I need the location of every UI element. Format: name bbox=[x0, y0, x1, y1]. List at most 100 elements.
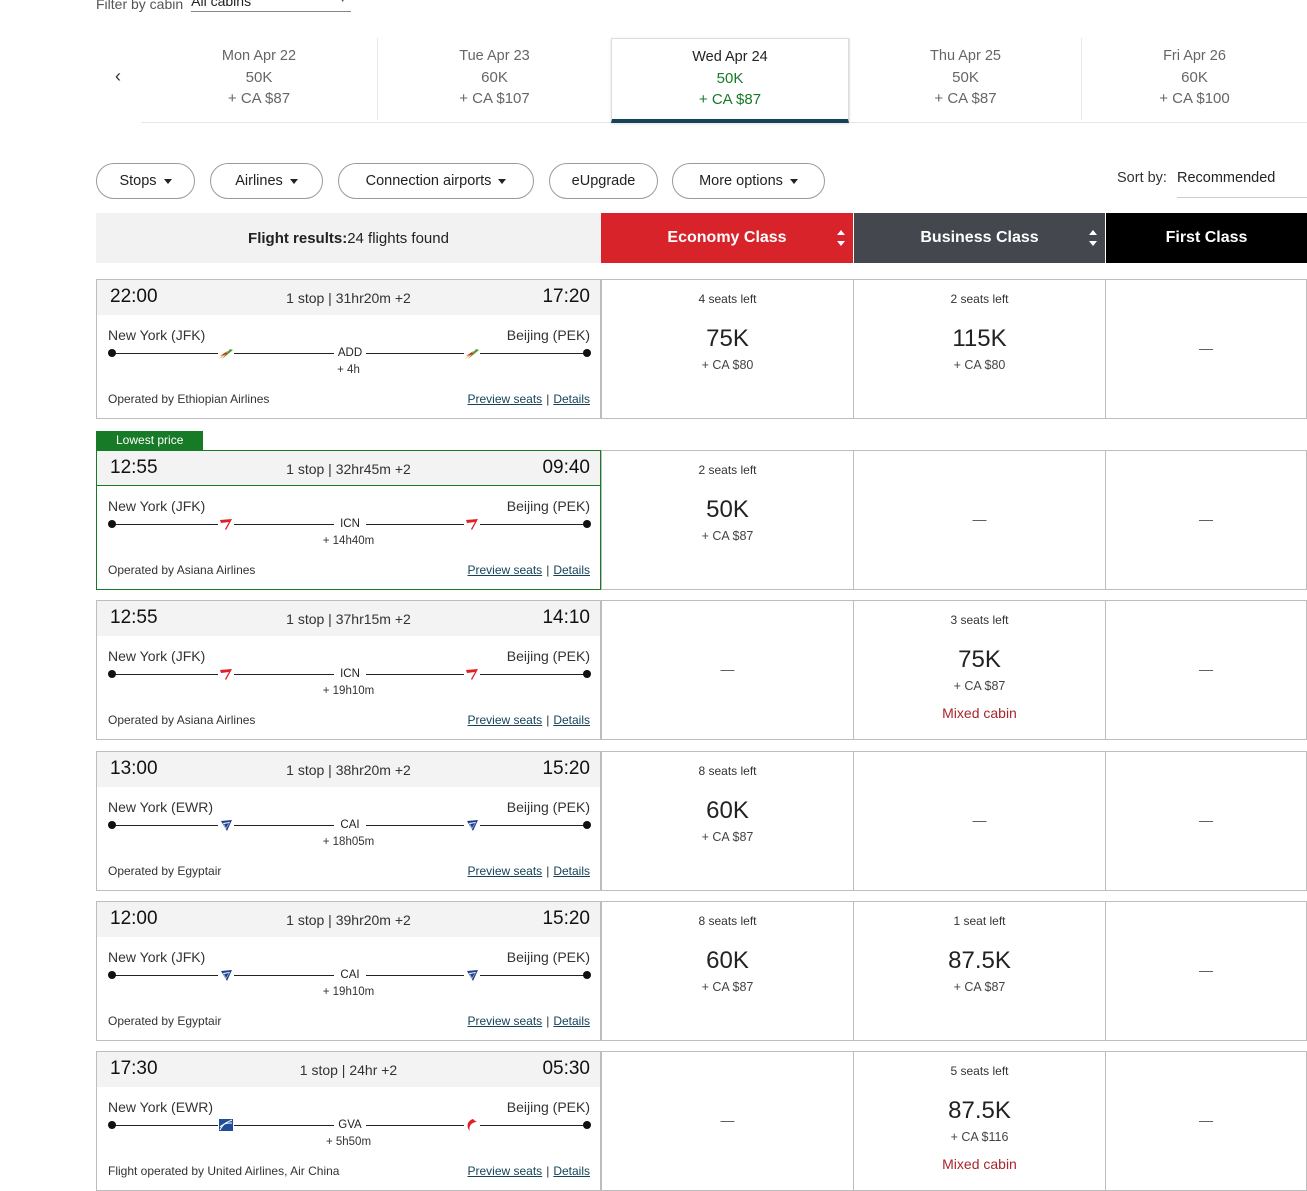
asiana-logo-icon bbox=[218, 667, 234, 681]
route-line: ADD bbox=[108, 346, 591, 360]
details-link[interactable]: Details bbox=[553, 392, 590, 406]
fare-tax: + CA $80 bbox=[701, 358, 754, 372]
mixed-cabin-label: Mixed cabin bbox=[942, 705, 1017, 721]
flight-results-count: 24 flights found bbox=[347, 229, 449, 247]
preview-seats-link[interactable]: Preview seats bbox=[467, 1014, 543, 1028]
cabin-filter-select[interactable]: All cabins ▼ bbox=[191, 0, 352, 12]
economy-class-header[interactable]: Economy Class bbox=[601, 213, 853, 263]
fare-miles: 75K bbox=[706, 325, 749, 352]
details-link[interactable]: Details bbox=[553, 1164, 590, 1178]
origin-dot bbox=[108, 349, 116, 357]
flight-duration: 1 stop | 31hr20m +2 bbox=[286, 290, 411, 306]
unavailable-dash: — bbox=[720, 1112, 735, 1128]
economy-fare-option[interactable]: 4 seats left 75K + CA $80 bbox=[601, 279, 854, 419]
economy-fare-option[interactable]: 8 seats left 60K + CA $87 bbox=[601, 901, 854, 1041]
business-fare-option[interactable]: 1 seat left 87.5K + CA $87 bbox=[853, 901, 1106, 1041]
date-tax: + CA $87 bbox=[227, 90, 291, 107]
seats-left: 4 seats left bbox=[698, 292, 757, 306]
economy-fare-option[interactable]: 2 seats left 50K + CA $87 bbox=[601, 450, 854, 590]
date-tax: + CA $87 bbox=[698, 91, 762, 108]
preview-seats-link[interactable]: Preview seats bbox=[467, 864, 543, 878]
cabin-filter: Filter by cabin All cabins ▼ bbox=[96, 0, 352, 12]
origin-dot bbox=[108, 1121, 116, 1129]
details-link[interactable]: Details bbox=[553, 1014, 590, 1028]
origin-airport: New York (JFK) bbox=[108, 949, 206, 965]
previous-dates-arrow-icon[interactable]: ‹ bbox=[115, 66, 121, 86]
stop-airport-code: ICN bbox=[334, 667, 366, 681]
flight-info: 12:55 1 stop | 37hr15m +2 14:10 New York (J… bbox=[96, 600, 601, 740]
first-fare-unavailable: — bbox=[1105, 751, 1307, 891]
destination-airport: Beijing (PEK) bbox=[506, 799, 590, 815]
business-class-label: Business Class bbox=[920, 229, 1039, 246]
preview-seats-link[interactable]: Preview seats bbox=[467, 713, 543, 727]
route-line: ICN bbox=[108, 517, 591, 531]
flight-time-bar: 22:00 1 stop | 31hr20m +2 17:20 bbox=[97, 280, 600, 315]
unavailable-dash: — bbox=[1199, 1112, 1213, 1128]
preview-seats-link[interactable]: Preview seats bbox=[467, 1164, 543, 1178]
egyptair-logo-icon bbox=[218, 818, 234, 832]
link-separator: | bbox=[546, 563, 550, 577]
business-fare-option[interactable]: 2 seats left 115K + CA $80 bbox=[853, 279, 1106, 419]
details-link[interactable]: Details bbox=[553, 713, 590, 727]
destination-airport: Beijing (PEK) bbox=[506, 498, 590, 514]
date-option-1[interactable]: Tue Apr 23 60K + CA $107 bbox=[377, 38, 611, 120]
flight-info: 13:00 1 stop | 38hr20m +2 15:20 New York (E… bbox=[96, 751, 601, 891]
operated-by: Flight operated by United Airlines, Air … bbox=[108, 1164, 340, 1178]
preview-seats-link[interactable]: Preview seats bbox=[467, 563, 543, 577]
caret-down-icon bbox=[498, 178, 507, 184]
flight-duration: 1 stop | 24hr +2 bbox=[299, 1062, 398, 1078]
business-class-header[interactable]: Business Class bbox=[854, 213, 1105, 263]
stops-filter-button[interactable]: Stops bbox=[96, 163, 195, 199]
preview-seats-link[interactable]: Preview seats bbox=[467, 392, 543, 406]
date-option-4[interactable]: Fri Apr 26 60K + CA $100 bbox=[1081, 38, 1307, 120]
departure-time: 17:30 bbox=[110, 1058, 158, 1079]
fare-tax: + CA $87 bbox=[701, 980, 754, 994]
more-options-button[interactable]: More options bbox=[672, 163, 825, 199]
flight-info: 22:00 1 stop | 31hr20m +2 17:20 New York (J… bbox=[96, 279, 601, 419]
airlines-filter-button[interactable]: Airlines bbox=[210, 163, 323, 199]
seats-left: 2 seats left bbox=[698, 463, 757, 477]
link-separator: | bbox=[546, 392, 550, 406]
operated-by: Operated by Egyptair bbox=[108, 1014, 222, 1028]
first-fare-unavailable: — bbox=[1105, 279, 1307, 419]
arrival-time: 15:20 bbox=[542, 908, 590, 929]
business-fare-option[interactable]: 3 seats left 75K + CA $87 Mixed cabin bbox=[853, 600, 1106, 740]
date-label: Fri Apr 26 bbox=[1163, 48, 1226, 64]
date-option-2[interactable]: Wed Apr 24 50K + CA $87 bbox=[611, 38, 849, 123]
sort-select[interactable]: Recommended bbox=[1177, 170, 1307, 198]
details-link[interactable]: Details bbox=[553, 864, 590, 878]
origin-airport: New York (EWR) bbox=[108, 799, 214, 815]
more-options-label: More options bbox=[699, 173, 783, 189]
date-option-3[interactable]: Thu Apr 25 50K + CA $87 bbox=[849, 38, 1081, 120]
egyptair-logo-icon bbox=[464, 968, 480, 982]
operated-by: Operated by Asiana Airlines bbox=[108, 563, 256, 577]
fare-miles: 115K bbox=[952, 325, 1007, 352]
details-link[interactable]: Details bbox=[553, 563, 590, 577]
date-option-0[interactable]: Mon Apr 22 50K + CA $87 bbox=[141, 38, 377, 120]
business-fare-unavailable: — bbox=[853, 450, 1106, 590]
flight-duration: 1 stop | 37hr15m +2 bbox=[286, 611, 411, 627]
business-fare-option[interactable]: 5 seats left 87.5K + CA $116 Mixed cabin bbox=[853, 1051, 1106, 1191]
economy-fare-option[interactable]: 8 seats left 60K + CA $87 bbox=[601, 751, 854, 891]
operated-by: Operated by Ethiopian Airlines bbox=[108, 392, 270, 406]
flight-links: Preview seats | Details bbox=[467, 1164, 590, 1178]
flight-links: Preview seats | Details bbox=[467, 713, 590, 727]
unavailable-dash: — bbox=[1199, 661, 1213, 677]
fare-miles: 75K bbox=[958, 646, 1001, 673]
first-class-header[interactable]: First Class bbox=[1106, 213, 1307, 263]
flight-links: Preview seats | Details bbox=[467, 1014, 590, 1028]
eupgrade-filter-button[interactable]: eUpgrade bbox=[549, 163, 658, 199]
departure-time: 13:00 bbox=[110, 758, 158, 779]
first-fare-unavailable: — bbox=[1105, 901, 1307, 1041]
departure-time: 12:55 bbox=[110, 607, 158, 628]
origin-dot bbox=[108, 520, 116, 528]
destination-dot bbox=[583, 670, 591, 678]
flight-links: Preview seats | Details bbox=[467, 563, 590, 577]
flight-time-bar: 12:00 1 stop | 39hr20m +2 15:20 bbox=[97, 902, 600, 937]
first-fare-unavailable: — bbox=[1105, 1051, 1307, 1191]
unavailable-dash: — bbox=[1199, 511, 1213, 527]
fare-miles: 60K bbox=[706, 947, 749, 974]
eupgrade-filter-label: eUpgrade bbox=[571, 173, 636, 189]
connection-airports-filter-button[interactable]: Connection airports bbox=[338, 163, 534, 199]
seats-left: 8 seats left bbox=[698, 764, 757, 778]
